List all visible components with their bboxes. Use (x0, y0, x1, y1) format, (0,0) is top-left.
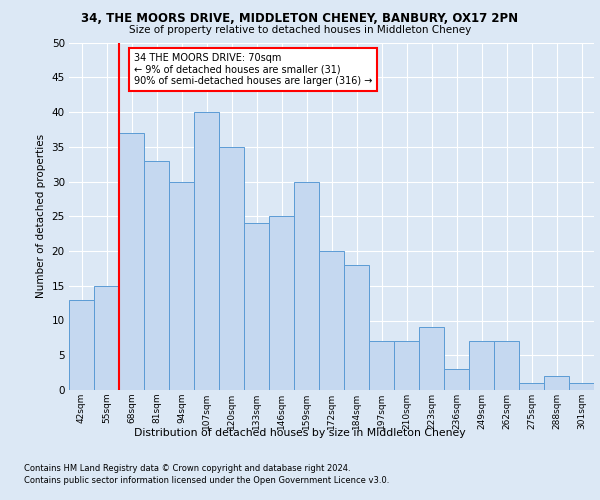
Bar (344, 265, 369, 390)
Bar (269, 216, 294, 390)
Text: 34, THE MOORS DRIVE, MIDDLETON CHENEY, BANBURY, OX17 2PN: 34, THE MOORS DRIVE, MIDDLETON CHENEY, B… (82, 12, 518, 26)
Bar (69, 300, 94, 390)
Bar (294, 182, 319, 390)
Bar (444, 369, 469, 390)
Bar (319, 251, 344, 390)
Text: Distribution of detached houses by size in Middleton Cheney: Distribution of detached houses by size … (134, 428, 466, 438)
Bar (419, 328, 444, 390)
Bar (144, 160, 169, 390)
Bar (219, 147, 244, 390)
Text: Contains public sector information licensed under the Open Government Licence v3: Contains public sector information licen… (24, 476, 389, 485)
Bar (94, 286, 119, 390)
Bar (194, 112, 219, 390)
Bar (494, 342, 519, 390)
Bar (469, 342, 494, 390)
Bar (119, 133, 144, 390)
Y-axis label: Number of detached properties: Number of detached properties (36, 134, 46, 298)
Bar (544, 376, 569, 390)
Bar (369, 342, 394, 390)
Bar (244, 223, 269, 390)
Bar (519, 383, 544, 390)
Text: Size of property relative to detached houses in Middleton Cheney: Size of property relative to detached ho… (129, 25, 471, 35)
Bar (569, 383, 594, 390)
Text: Contains HM Land Registry data © Crown copyright and database right 2024.: Contains HM Land Registry data © Crown c… (24, 464, 350, 473)
Text: 34 THE MOORS DRIVE: 70sqm
← 9% of detached houses are smaller (31)
90% of semi-d: 34 THE MOORS DRIVE: 70sqm ← 9% of detach… (134, 53, 373, 86)
Bar (394, 342, 419, 390)
Bar (169, 182, 194, 390)
